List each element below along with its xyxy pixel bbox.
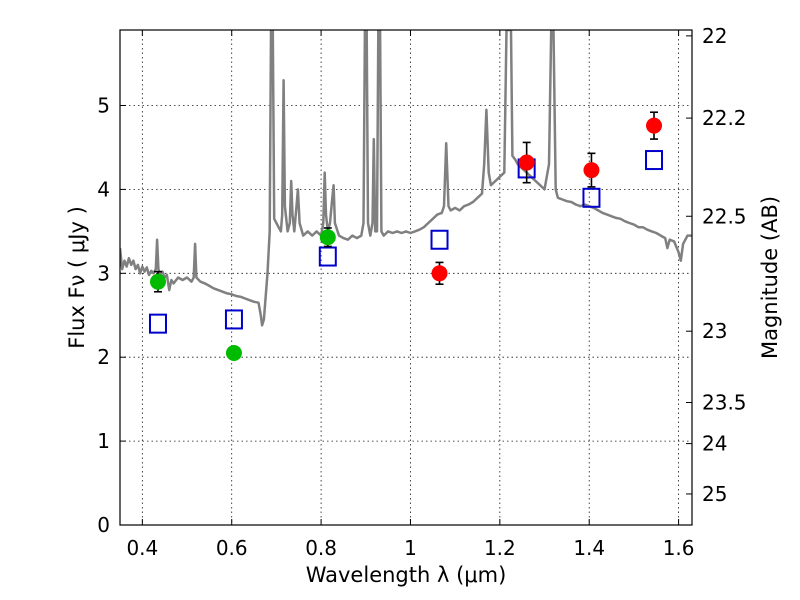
right-tick-label: 25 — [702, 482, 727, 506]
right-tick-label: 22.2 — [702, 106, 747, 130]
sed-line-group — [120, 30, 692, 327]
right-axis-ticks: 22 22.2 22.5 23 23.5 24 25 — [686, 24, 747, 506]
right-tick-label: 22 — [702, 24, 727, 48]
model-photometry-square — [148, 313, 167, 334]
x-tick-label: 0.6 — [216, 536, 248, 560]
model-photometry-square — [645, 150, 664, 171]
x-axis-ticks: 0.4 0.6 0.8 1 1.2 1.4 1.6 — [126, 30, 695, 560]
x-tick-label: 0.8 — [305, 536, 337, 560]
x-axis-title: Wavelength λ (μm) — [306, 563, 507, 587]
x-tick-label: 1 — [404, 536, 417, 560]
x-tick-label: 1.4 — [573, 536, 605, 560]
observed-photometry-point — [319, 229, 336, 246]
right-axis-title: Magnitude (AB) — [758, 196, 782, 359]
x-tick-label: 1.6 — [663, 536, 695, 560]
y-axis-title: Flux Fν ( μJy ) — [65, 206, 89, 349]
plot-frame — [119, 29, 693, 526]
observed-photometry-point — [646, 117, 663, 134]
photometry-markers — [148, 111, 664, 362]
observed-photometry-point — [149, 273, 166, 290]
sed-model-line — [120, 30, 692, 327]
model-photometry-square — [582, 187, 601, 208]
x-tick-label: 0.4 — [126, 536, 158, 560]
y-axis-ticks: 0 1 2 3 4 5 — [97, 94, 126, 537]
observed-photometry-point — [518, 154, 535, 171]
right-tick-label: 22.5 — [702, 204, 747, 228]
y-tick-label: 0 — [97, 513, 110, 537]
grid-lines — [120, 30, 692, 526]
observed-photometry-point — [431, 265, 448, 282]
y-tick-label: 4 — [97, 177, 110, 201]
y-tick-label: 3 — [97, 261, 110, 285]
model-photometry-square — [224, 309, 243, 330]
y-tick-label: 1 — [97, 429, 110, 453]
model-photometry-square — [318, 246, 337, 267]
model-photometry-square — [430, 229, 449, 250]
observed-photometry-point — [583, 162, 600, 179]
right-tick-label: 23 — [702, 319, 727, 343]
right-tick-label: 23.5 — [702, 391, 747, 415]
y-tick-label: 2 — [97, 345, 110, 369]
y-tick-label: 5 — [97, 94, 110, 118]
x-tick-label: 1.2 — [484, 536, 516, 560]
observed-photometry-point — [225, 345, 242, 362]
right-tick-label: 24 — [702, 432, 727, 456]
